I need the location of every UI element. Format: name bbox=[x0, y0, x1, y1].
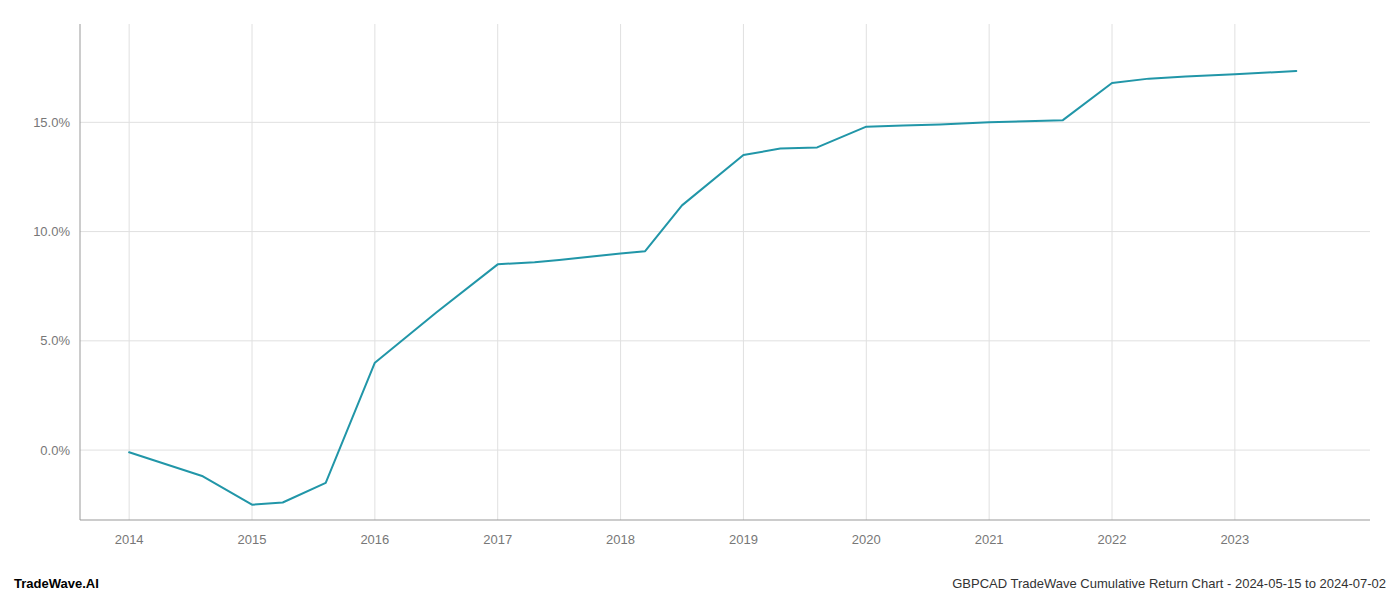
y-tick-labels: 0.0% 5.0% 10.0% 15.0% bbox=[33, 115, 70, 458]
y-grid-line bbox=[80, 122, 1370, 123]
footer-text: GBPCAD TradeWave Cumulative Return Chart… bbox=[952, 576, 1386, 591]
x-tick-label: 2021 bbox=[975, 532, 1004, 547]
line bbox=[129, 71, 1296, 505]
x-grid-line bbox=[1112, 24, 1113, 520]
y-tick-label: 5.0% bbox=[40, 333, 70, 348]
x-tick-label: 2019 bbox=[729, 532, 758, 547]
x-grid-line bbox=[252, 24, 253, 520]
x-grid-line bbox=[866, 24, 867, 520]
x-grid-line bbox=[1234, 24, 1235, 520]
y-tick-label: 10.0% bbox=[33, 224, 70, 239]
x-tick-label: 2022 bbox=[1098, 532, 1127, 547]
plot-area bbox=[129, 71, 1296, 505]
x-axis-line bbox=[80, 520, 1370, 521]
x-tick-label: 2020 bbox=[852, 532, 881, 547]
x-tick-label: 2016 bbox=[360, 532, 389, 547]
footer-text: TradeWave.AI bbox=[14, 576, 99, 591]
x-tick-label: 2023 bbox=[1220, 532, 1249, 547]
chart-svg: 2014 2015 2016 2017 2018 2019 2020 2021 2022 2023… bbox=[0, 0, 1400, 600]
y-grid-line bbox=[80, 450, 1370, 451]
x-grid-line bbox=[129, 24, 130, 520]
y-grid-line bbox=[80, 340, 1370, 341]
y-axis-line bbox=[80, 24, 81, 520]
grid bbox=[80, 24, 1370, 520]
x-tick-label: 2017 bbox=[483, 532, 512, 547]
y-tick-label: 0.0% bbox=[40, 443, 70, 458]
x-tick-label: 2018 bbox=[606, 532, 635, 547]
x-grid-line bbox=[374, 24, 375, 520]
x-grid-line bbox=[743, 24, 744, 520]
y-grid-line bbox=[80, 231, 1370, 232]
x-tick-label: 2015 bbox=[238, 532, 267, 547]
y-tick-label: 15.0% bbox=[33, 115, 70, 130]
x-grid-line bbox=[989, 24, 990, 520]
x-grid-line bbox=[497, 24, 498, 520]
x-tick-labels: 2014 2015 2016 2017 2018 2019 2020 2021 2022 2023 bbox=[115, 532, 1250, 547]
x-grid-line bbox=[620, 24, 621, 520]
x-tick-label: 2014 bbox=[115, 532, 144, 547]
chart-container: 2014 2015 2016 2017 2018 2019 2020 2021 2022 2023… bbox=[0, 0, 1400, 600]
